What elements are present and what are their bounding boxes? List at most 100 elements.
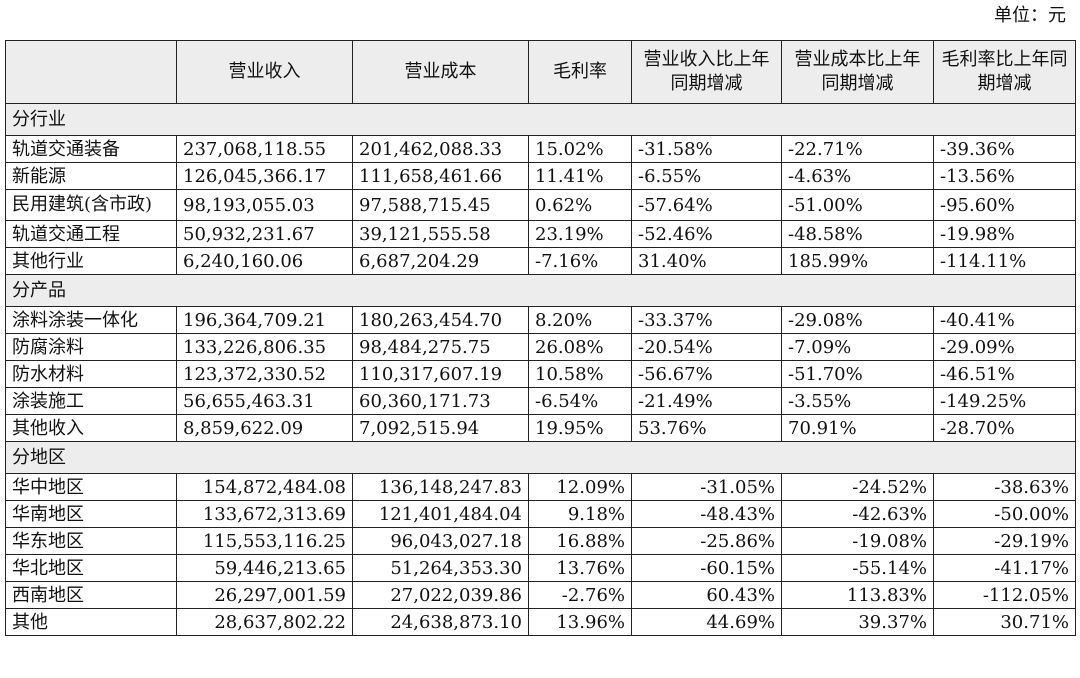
header-revenue: 营业收入 bbox=[176, 40, 353, 104]
cost-cell: 60,360,171.73 bbox=[352, 387, 529, 415]
revenue-cell: 59,446,213.65 bbox=[176, 554, 353, 582]
row-label: 轨道交通工程 bbox=[5, 220, 177, 248]
table-row: 华北地区 59,446,213.65 51,264,353.30 13.76% -60.… bbox=[5, 554, 1076, 582]
cost-yoy-cell: 185.99% bbox=[781, 247, 934, 275]
gross-margin-cell: 8.20% bbox=[528, 306, 632, 334]
margin-yoy-cell: -112.05% bbox=[933, 581, 1076, 609]
header-blank bbox=[5, 40, 177, 104]
table-row: 防水材料 123,372,330.52 110,317,607.19 10.58% -5… bbox=[5, 360, 1076, 388]
table-row: 其他行业 6,240,160.06 6,687,204.29 -7.16% 31.40%… bbox=[5, 247, 1076, 275]
section-title: 分地区 bbox=[5, 441, 1076, 474]
margin-yoy-cell: -50.00% bbox=[933, 500, 1076, 528]
margin-yoy-cell: -13.56% bbox=[933, 162, 1076, 190]
cost-yoy-cell: -51.70% bbox=[781, 360, 934, 388]
row-label: 涂装施工 bbox=[5, 387, 177, 415]
revenue-yoy-cell: -33.37% bbox=[631, 306, 782, 334]
margin-yoy-cell: -95.60% bbox=[933, 189, 1076, 221]
gross-margin-cell: 15.02% bbox=[528, 135, 632, 163]
table-section: 分行业 轨道交通装备 237,068,118.55 201,462,088.33 15.… bbox=[5, 103, 1076, 275]
row-label: 华北地区 bbox=[5, 554, 177, 582]
gross-margin-cell: 0.62% bbox=[528, 189, 632, 221]
cost-yoy-cell: -7.09% bbox=[781, 333, 934, 361]
gross-margin-cell: 13.96% bbox=[528, 608, 632, 636]
revenue-yoy-cell: 53.76% bbox=[631, 414, 782, 442]
cost-yoy-cell: 70.91% bbox=[781, 414, 934, 442]
cost-cell: 7,092,515.94 bbox=[352, 414, 529, 442]
cost-cell: 180,263,454.70 bbox=[352, 306, 529, 334]
gross-margin-cell: 19.95% bbox=[528, 414, 632, 442]
margin-yoy-cell: -29.19% bbox=[933, 527, 1076, 555]
section-header-row: 分行业 bbox=[5, 103, 1076, 136]
cost-yoy-cell: -3.55% bbox=[781, 387, 934, 415]
gross-margin-cell: 16.88% bbox=[528, 527, 632, 555]
cost-yoy-cell: -42.63% bbox=[781, 500, 934, 528]
margin-yoy-cell: -114.11% bbox=[933, 247, 1076, 275]
table-row: 涂装施工 56,655,463.31 60,360,171.73 -6.54% -21.… bbox=[5, 387, 1076, 415]
gross-margin-cell: -6.54% bbox=[528, 387, 632, 415]
revenue-yoy-cell: 31.40% bbox=[631, 247, 782, 275]
row-label: 华中地区 bbox=[5, 473, 177, 501]
revenue-cell: 50,932,231.67 bbox=[176, 220, 353, 248]
row-label: 其他收入 bbox=[5, 414, 177, 442]
row-label: 华东地区 bbox=[5, 527, 177, 555]
row-label: 其他 bbox=[5, 608, 177, 636]
gross-margin-cell: 10.58% bbox=[528, 360, 632, 388]
revenue-yoy-cell: 44.69% bbox=[631, 608, 782, 636]
table-row: 华南地区 133,672,313.69 121,401,484.04 9.18% -48… bbox=[5, 500, 1076, 528]
table-header: 营业收入 营业成本 毛利率 营业收入比上年同期增减 营业成本比上年同期增减 毛利… bbox=[5, 40, 1076, 104]
revenue-cell: 196,364,709.21 bbox=[176, 306, 353, 334]
margin-yoy-cell: -46.51% bbox=[933, 360, 1076, 388]
gross-margin-cell: 9.18% bbox=[528, 500, 632, 528]
margin-yoy-cell: -38.63% bbox=[933, 473, 1076, 501]
revenue-yoy-cell: -57.64% bbox=[631, 189, 782, 221]
revenue-cell: 115,553,116.25 bbox=[176, 527, 353, 555]
table-row: 新能源 126,045,366.17 111,658,461.66 11.41% -6.… bbox=[5, 162, 1076, 190]
cost-cell: 39,121,555.58 bbox=[352, 220, 529, 248]
gross-margin-cell: 26.08% bbox=[528, 333, 632, 361]
table-section: 分地区 华中地区 154,872,484.08 136,148,247.83 12.09… bbox=[5, 441, 1076, 636]
revenue-cell: 154,872,484.08 bbox=[176, 473, 353, 501]
row-label: 新能源 bbox=[5, 162, 177, 190]
revenue-cell: 123,372,330.52 bbox=[176, 360, 353, 388]
table-row: 轨道交通装备 237,068,118.55 201,462,088.33 15.02%… bbox=[5, 135, 1076, 163]
margin-yoy-cell: -40.41% bbox=[933, 306, 1076, 334]
cost-cell: 96,043,027.18 bbox=[352, 527, 529, 555]
cost-cell: 111,658,461.66 bbox=[352, 162, 529, 190]
revenue-cell: 133,672,313.69 bbox=[176, 500, 353, 528]
cost-cell: 27,022,039.86 bbox=[352, 581, 529, 609]
cost-cell: 51,264,353.30 bbox=[352, 554, 529, 582]
margin-yoy-cell: -29.09% bbox=[933, 333, 1076, 361]
cost-yoy-cell: -55.14% bbox=[781, 554, 934, 582]
revenue-cell: 126,045,366.17 bbox=[176, 162, 353, 190]
table-row: 涂料涂装一体化 196,364,709.21 180,263,454.70 8.20%… bbox=[5, 306, 1076, 334]
cost-cell: 98,484,275.75 bbox=[352, 333, 529, 361]
row-label: 涂料涂装一体化 bbox=[5, 306, 177, 334]
revenue-cell: 133,226,806.35 bbox=[176, 333, 353, 361]
section-header-row: 分地区 bbox=[5, 441, 1076, 474]
row-label: 轨道交通装备 bbox=[5, 135, 177, 163]
revenue-yoy-cell: -6.55% bbox=[631, 162, 782, 190]
cost-yoy-cell: -24.52% bbox=[781, 473, 934, 501]
cost-yoy-cell: -48.58% bbox=[781, 220, 934, 248]
cost-cell: 97,588,715.45 bbox=[352, 189, 529, 221]
row-label: 防水材料 bbox=[5, 360, 177, 388]
table-row: 华东地区 115,553,116.25 96,043,027.18 16.88% -25… bbox=[5, 527, 1076, 555]
table-row: 其他收入 8,859,622.09 7,092,515.94 19.95% 53.76%… bbox=[5, 414, 1076, 442]
revenue-yoy-cell: -60.15% bbox=[631, 554, 782, 582]
row-label: 其他行业 bbox=[5, 247, 177, 275]
revenue-cell: 237,068,118.55 bbox=[176, 135, 353, 163]
revenue-cell: 56,655,463.31 bbox=[176, 387, 353, 415]
revenue-yoy-cell: -20.54% bbox=[631, 333, 782, 361]
revenue-cell: 98,193,055.03 bbox=[176, 189, 353, 221]
cost-cell: 201,462,088.33 bbox=[352, 135, 529, 163]
header-revenue-yoy: 营业收入比上年同期增减 bbox=[631, 40, 782, 104]
row-label: 华南地区 bbox=[5, 500, 177, 528]
cost-yoy-cell: -51.00% bbox=[781, 189, 934, 221]
cost-cell: 121,401,484.04 bbox=[352, 500, 529, 528]
revenue-yoy-cell: -56.67% bbox=[631, 360, 782, 388]
section-title: 分产品 bbox=[5, 274, 1076, 307]
header-margin-yoy: 毛利率比上年同期增减 bbox=[933, 40, 1076, 104]
revenue-yoy-cell: -52.46% bbox=[631, 220, 782, 248]
cost-yoy-cell: -19.08% bbox=[781, 527, 934, 555]
table-row: 防腐涂料 133,226,806.35 98,484,275.75 26.08% -20… bbox=[5, 333, 1076, 361]
